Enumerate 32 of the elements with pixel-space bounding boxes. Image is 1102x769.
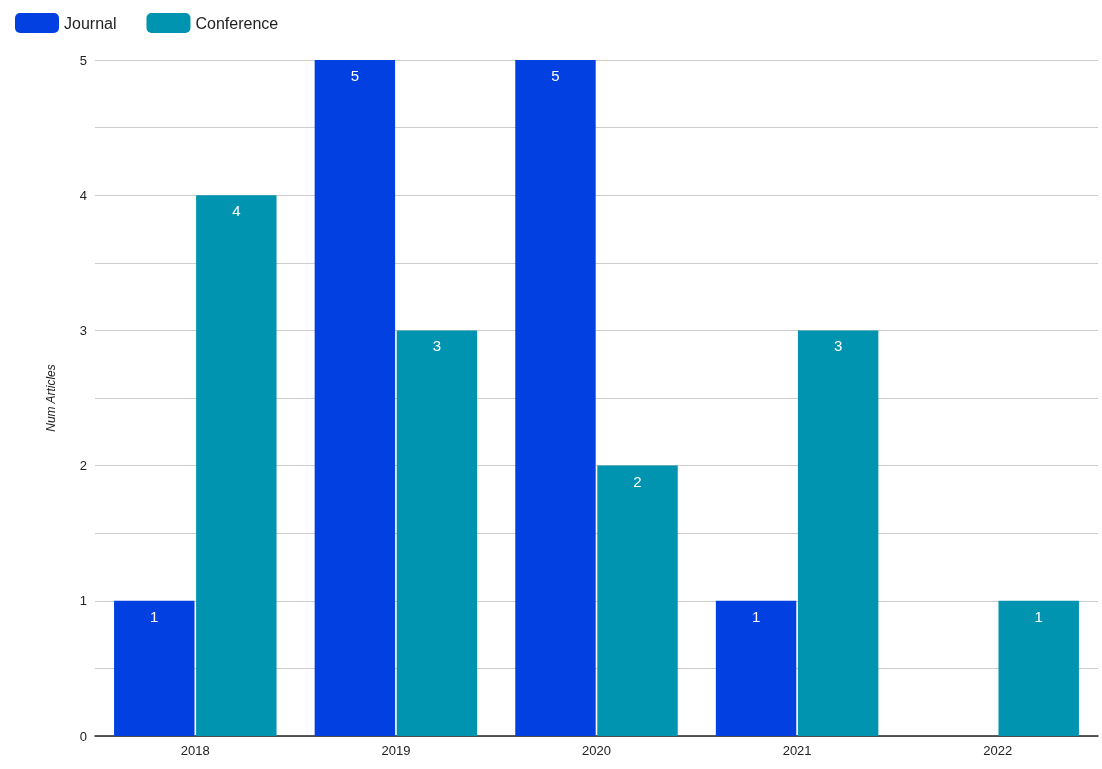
bar <box>515 60 596 736</box>
bar <box>715 600 797 736</box>
y-tick-label: 5 <box>79 52 87 68</box>
data-label: 1 <box>1034 607 1043 625</box>
y-tick-label: 0 <box>79 728 87 744</box>
data-label: 5 <box>551 67 560 84</box>
legend-label: Conference <box>195 14 279 32</box>
bar <box>597 465 678 736</box>
x-tick-label: 2022 <box>983 743 1013 758</box>
bar <box>998 600 1079 736</box>
data-label: 4 <box>232 202 241 220</box>
y-axis-title: Num Articles <box>44 364 58 432</box>
bar <box>314 60 396 736</box>
y-tick-label: 1 <box>79 593 87 609</box>
bar <box>114 600 195 736</box>
bar <box>396 330 478 736</box>
data-label: 2 <box>633 472 642 490</box>
y-tick-label: 3 <box>79 322 87 338</box>
y-tick-label: 4 <box>79 187 87 203</box>
x-tick-label: 2018 <box>180 743 210 758</box>
bar <box>797 330 879 736</box>
data-label: 3 <box>432 337 442 355</box>
x-tick-label: 2021 <box>782 743 812 758</box>
legend-label: Journal <box>64 14 117 32</box>
bar <box>196 195 277 736</box>
data-label: 5 <box>350 67 360 84</box>
x-tick-label: 2019 <box>381 743 411 758</box>
y-tick-label: 2 <box>79 458 87 474</box>
data-label: 1 <box>751 607 761 625</box>
data-label: 1 <box>150 607 159 625</box>
x-tick-label: 2020 <box>582 743 611 758</box>
data-label: 3 <box>833 337 843 355</box>
